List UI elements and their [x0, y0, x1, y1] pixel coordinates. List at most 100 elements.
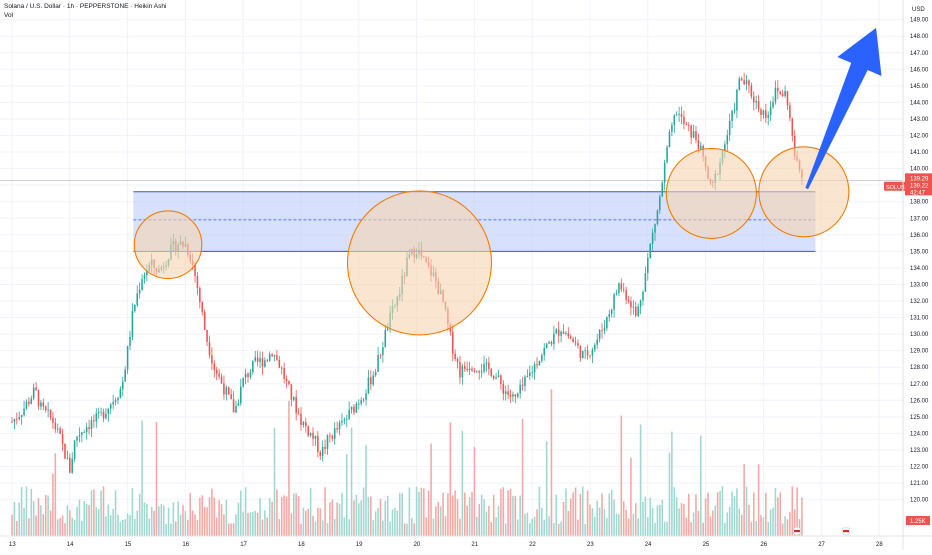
candle-body: [504, 391, 507, 394]
candle-body: [78, 434, 81, 437]
volume-bar: [476, 516, 478, 536]
candle-body: [697, 139, 700, 149]
volume-bar: [398, 492, 401, 536]
candle-body: [196, 276, 199, 289]
candle-body: [206, 329, 208, 343]
candle-body: [654, 223, 656, 233]
time-tick-label: 15: [125, 542, 132, 548]
volume-bar: [569, 498, 572, 536]
volume-bar: [353, 500, 355, 536]
volume-bar: [760, 515, 762, 536]
candle-body: [223, 383, 225, 395]
volume-bar: [122, 520, 124, 536]
volume-bar: [642, 501, 644, 536]
volume-bar: [247, 512, 249, 536]
volume-bar: [529, 523, 531, 536]
candle-body: [659, 196, 661, 211]
volume-bar: [401, 493, 403, 536]
candle-body: [220, 376, 223, 384]
volume-bar: [415, 486, 418, 536]
time-tick-label: 23: [587, 542, 594, 548]
candle-body: [622, 289, 625, 291]
volume-bar: [572, 492, 574, 536]
volume-bar: [444, 516, 447, 536]
candle-body: [581, 351, 584, 359]
volume-bar: [223, 514, 225, 536]
price-tick-label: 126.00: [910, 398, 929, 404]
candle-body: [114, 400, 117, 403]
volume-bar: [772, 507, 774, 536]
volume-indicator-label[interactable]: Vol: [4, 12, 14, 19]
volume-bar: [208, 497, 211, 536]
volume-bar: [451, 495, 454, 536]
candle-body: [690, 125, 692, 138]
candle-body: [333, 428, 336, 439]
candle-body: [683, 116, 685, 125]
volume-bar: [793, 509, 796, 536]
volume-bar: [370, 496, 372, 536]
candle-body: [630, 301, 632, 308]
volume-bar: [550, 389, 553, 536]
candle-body: [560, 331, 562, 336]
candle-body: [531, 372, 533, 374]
candle-body: [680, 113, 683, 117]
candle-body: [550, 342, 553, 345]
candle-body: [384, 330, 387, 348]
volume-bar: [35, 515, 37, 536]
candle-body: [297, 413, 300, 415]
candle-body: [372, 375, 375, 385]
volume-bar: [129, 515, 131, 536]
price-tick-label: 129.00: [910, 349, 929, 355]
volume-bar: [663, 521, 666, 536]
volume-bar: [483, 499, 485, 536]
volume-bar: [158, 506, 160, 536]
time-tick-label: 21: [471, 542, 478, 548]
volume-bar: [784, 516, 786, 536]
volume-bar: [227, 523, 230, 536]
price-axis[interactable]: USD 120.00 121.00 122.00 123.00 124.00 125.00 1…: [884, 0, 932, 550]
candle-body: [305, 422, 307, 427]
volume-bar: [131, 488, 134, 536]
volume-bar: [213, 497, 216, 536]
volume-bar: [331, 499, 334, 536]
candle-body: [743, 80, 745, 85]
price-tick-label: 147.00: [910, 51, 929, 57]
volume-bar: [755, 520, 757, 536]
candle-body: [584, 350, 586, 352]
candle-body: [348, 409, 350, 419]
volume-bar: [543, 519, 546, 536]
volume-bar: [413, 523, 415, 536]
volume-bar: [189, 492, 191, 536]
candle-body: [76, 436, 78, 441]
volume-bar: [321, 520, 324, 536]
candle-body: [603, 328, 606, 331]
price-tick-label: 120.00: [910, 498, 929, 504]
candle-body: [119, 388, 122, 399]
candle-body: [276, 355, 278, 360]
current-price-label: 139.29: [910, 176, 929, 182]
candle-body: [589, 355, 591, 357]
candle-body: [476, 371, 478, 373]
candle-body: [100, 411, 102, 413]
candle-body: [54, 422, 57, 430]
volume-bar: [261, 519, 264, 536]
candle-body: [692, 131, 695, 138]
volume-bar: [252, 512, 254, 536]
price-tick-label: 145.00: [910, 84, 929, 90]
volume-bar: [292, 493, 295, 536]
candle-body: [247, 373, 249, 378]
volume-bar: [90, 490, 93, 536]
candle-body: [360, 400, 362, 404]
volume-bar: [579, 494, 582, 536]
candle-body: [736, 89, 738, 111]
volume-bar: [184, 510, 187, 536]
candle-body: [69, 457, 71, 473]
candle-body: [211, 355, 213, 364]
volume-bar: [726, 512, 729, 536]
candle-body: [738, 78, 741, 90]
volume-bar: [411, 518, 413, 536]
price-tick-label: 137.00: [910, 216, 929, 222]
